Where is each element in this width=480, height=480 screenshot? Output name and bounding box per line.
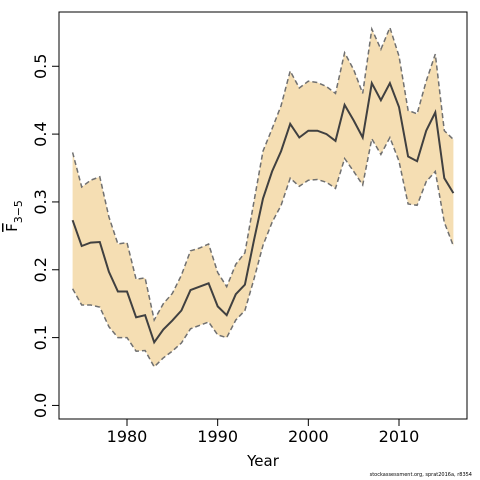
y-axis: 0.0 0.1 0.2 0.3 0.4 0.5 <box>31 54 59 418</box>
estimate-line <box>71 80 455 345</box>
lower-bound-line <box>71 135 455 369</box>
x-tick-label-1990: 1990 <box>197 427 238 446</box>
y-tick-label-4: 0.4 <box>31 121 50 146</box>
y-axis-title-subscript: 3−5 <box>12 200 25 223</box>
y-tick-label-1: 0.1 <box>31 325 50 350</box>
source-footnote: stockassessment.org, sprat2016a, r8354 <box>369 472 472 478</box>
y-axis-title-main: F <box>3 223 21 232</box>
x-axis: 1980 1990 2000 2010 <box>107 419 420 446</box>
y-axis-title: F3−5 <box>3 200 25 232</box>
x-tick-label-2010: 2010 <box>379 427 420 446</box>
y-tick-label-0: 0.0 <box>31 393 50 418</box>
y-tick-label-3: 0.3 <box>31 189 50 214</box>
upper-bound-line <box>71 25 454 323</box>
x-tick-label-1980: 1980 <box>107 427 148 446</box>
x-axis-title: Year <box>246 452 280 470</box>
y-tick-label-2: 0.2 <box>31 257 50 282</box>
x-tick-label-2000: 2000 <box>288 427 329 446</box>
y-tick-label-5: 0.5 <box>31 54 50 79</box>
plot-frame <box>58 11 468 420</box>
series-line-layer <box>71 25 455 369</box>
